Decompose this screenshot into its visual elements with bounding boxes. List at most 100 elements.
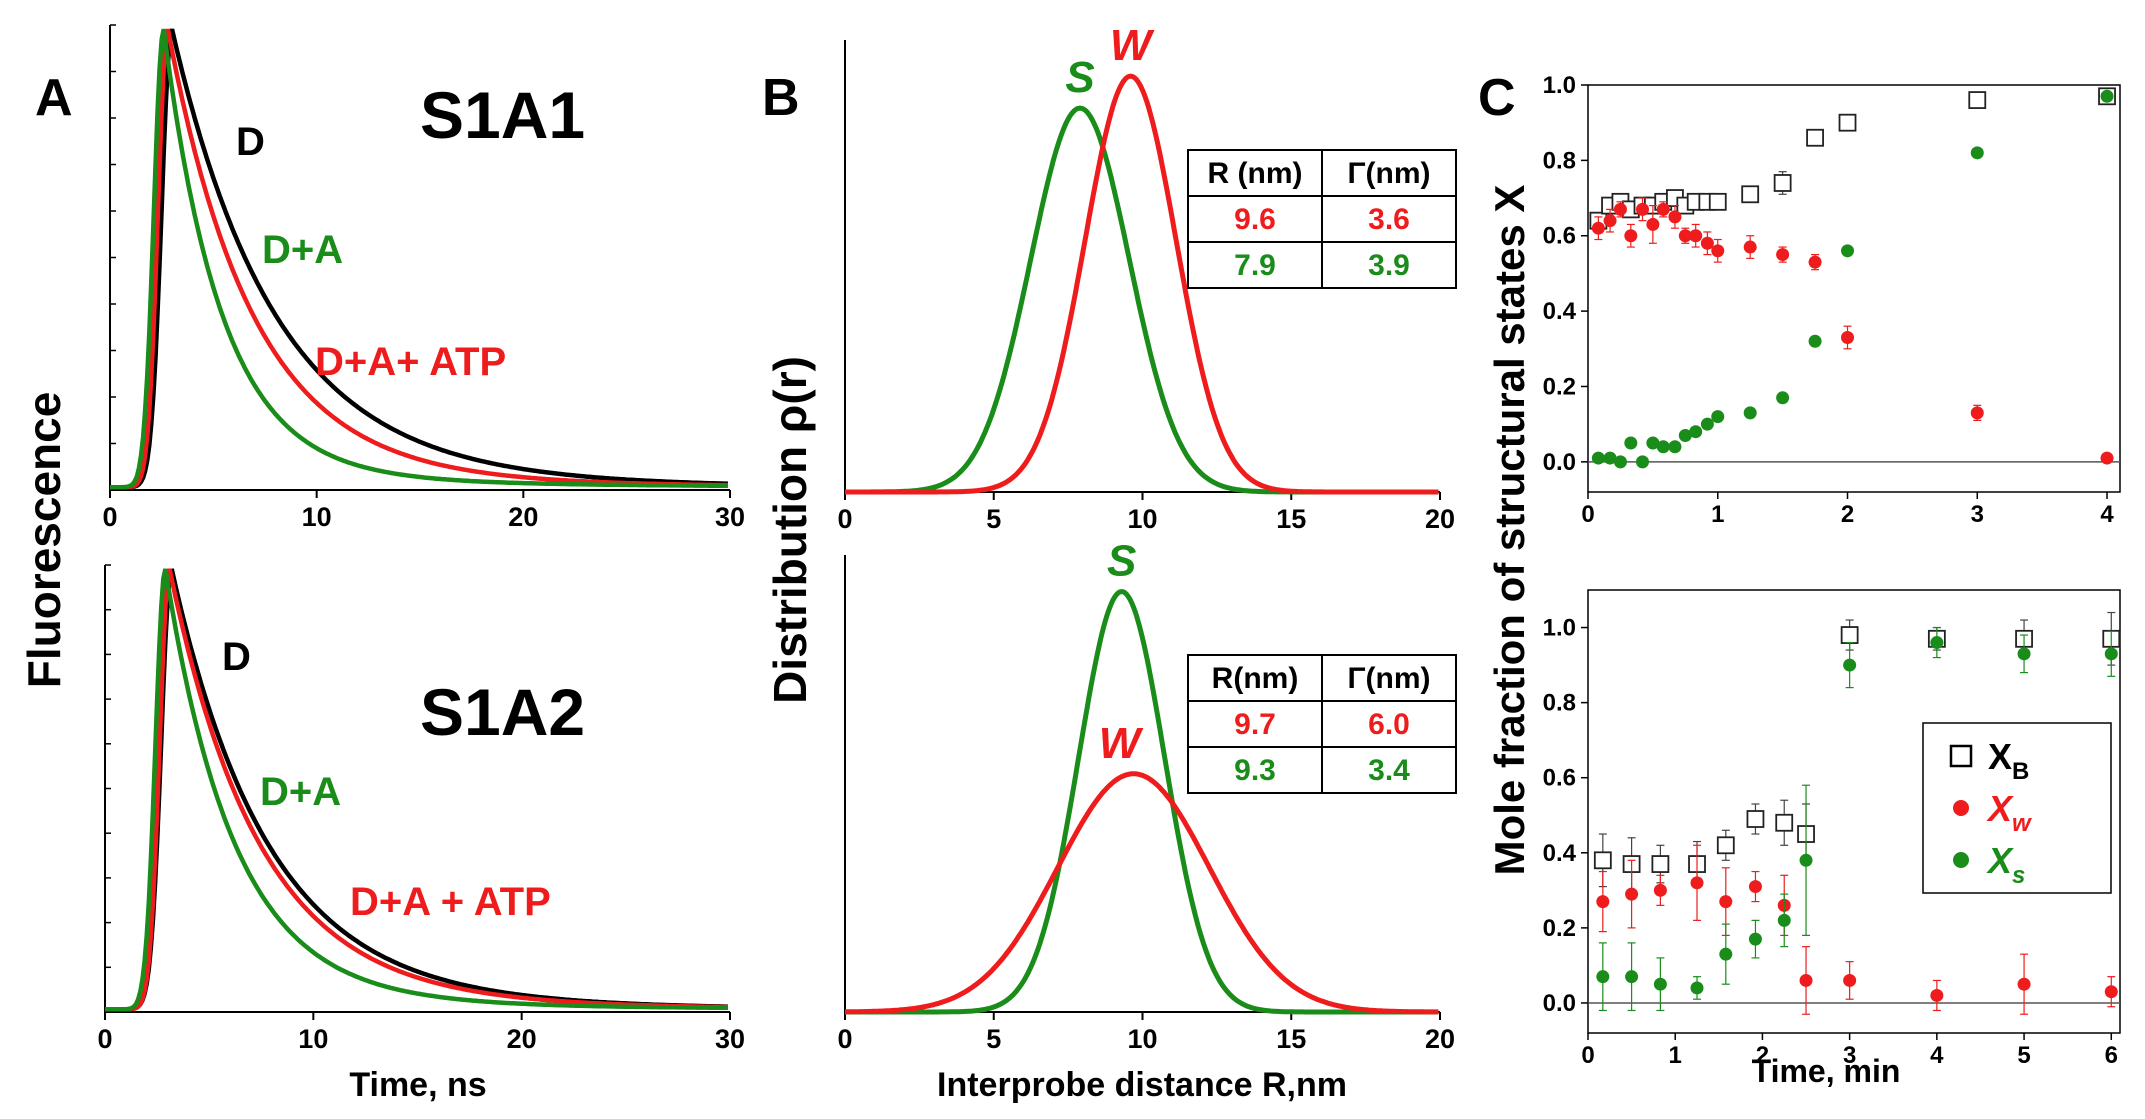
marker-xw [1653, 883, 1667, 897]
decay-curve-daatp [105, 568, 729, 1012]
panel-b-ylabel: Distribution ρ(r) [764, 356, 816, 704]
panel-c-ytick-label: 0.4 [1543, 840, 1577, 867]
marker-xs [1603, 451, 1617, 465]
marker-xw [1668, 210, 1682, 224]
marker-xb [1708, 192, 1727, 211]
decay-curve-da [110, 28, 728, 490]
marker-xw [1613, 202, 1627, 216]
marker-xw [1748, 880, 1762, 894]
marker-xw [1603, 214, 1617, 228]
marker-xb [1593, 851, 1612, 870]
curve-label: D [236, 120, 265, 164]
marker-xw [1743, 240, 1757, 254]
curve-label: D+A [260, 770, 341, 814]
marker-xw [2017, 977, 2031, 991]
panel-a-top-plot: 0 10 20 30 D D+A D+A+ ATP [102, 24, 745, 532]
marker-xs [1678, 428, 1692, 442]
panel-a-xlabel: Time, ns [349, 1066, 486, 1104]
panel-c-ytick-label: 0.6 [1543, 765, 1576, 792]
panel-a-xtick-label: 30 [715, 1024, 745, 1054]
marker-xw [1596, 895, 1610, 909]
marker-xw [1700, 236, 1714, 250]
panel-a-xtick-label: 20 [507, 1024, 537, 1054]
panel-b-xtick-label: 5 [986, 1024, 1001, 1054]
marker-xw [1591, 221, 1605, 235]
table-header-cell: R (nm) [1208, 157, 1303, 190]
legend-label-main: X [1986, 840, 2014, 881]
panel-c-xtick-label: 1 [1669, 1042, 1682, 1069]
panel-c-xtick-label: 4 [2100, 501, 2114, 528]
marker-xw [1799, 973, 1813, 987]
marker-xb [1840, 626, 1859, 644]
panel-c-xtick-label: 5 [2017, 1042, 2030, 1069]
table-cell: 6.0 [1368, 708, 1410, 741]
panel-label-c: C [1478, 69, 1516, 127]
marker-xw [1711, 244, 1725, 258]
panel-b-xtick-label: 15 [1276, 1024, 1306, 1054]
panel-c-frame [1587, 84, 2121, 493]
panel-b-xtick-label: 10 [1127, 1024, 1157, 1054]
panel-c-ytick-label: 0.4 [1543, 298, 1577, 325]
marker-xs [1700, 417, 1714, 431]
panel-a-xtick-label: 10 [298, 1024, 328, 1054]
legend-label-sub: s [2012, 862, 2025, 889]
panel-c-xtick-label: 2 [1756, 1042, 1769, 1069]
panel-a-xtick-label: 0 [97, 1024, 112, 1054]
marker-xs [1970, 146, 1984, 160]
marker-xw [1656, 202, 1670, 216]
panel-b-xtick-label: 20 [1425, 504, 1455, 534]
marker-xs [1743, 406, 1757, 420]
marker-xb [1773, 174, 1792, 192]
marker-xw [1646, 217, 1660, 231]
legend-marker-xb [1949, 744, 1973, 768]
panel-a-xtick-label: 0 [102, 502, 117, 532]
parameter-table: R(nm) Γ(nm) 9.7 6.0 9.3 3.4 [1187, 654, 1457, 794]
marker-xs [1653, 977, 1667, 991]
marker-xs [1777, 913, 1791, 927]
panel-c-xtick-label: 2 [1841, 501, 1854, 528]
parameter-table: R (nm) Γ(nm) 9.6 3.6 7.9 3.9 [1187, 149, 1457, 289]
panel-a-xtick-label: 10 [302, 502, 332, 532]
panel-c-ytick-label: 0.0 [1543, 990, 1576, 1017]
marker-xw [1776, 248, 1790, 262]
decay-curve-da [105, 568, 728, 1012]
marker-xs [1711, 410, 1725, 424]
marker-xw [1624, 229, 1638, 243]
panel-c-ytick-label: 0.2 [1543, 373, 1576, 400]
marker-xs [1596, 970, 1610, 984]
table-cell: 9.6 [1234, 203, 1276, 236]
legend-label-xw: Xw [1986, 788, 2032, 837]
peak-label-w: W [1099, 719, 1144, 768]
panel-a-bottom-annotation: S1A2 [420, 675, 585, 749]
marker-xw [1843, 973, 1857, 987]
marker-xw [1719, 895, 1733, 909]
marker-xs [1719, 947, 1733, 961]
marker-xs [1591, 451, 1605, 465]
panel-label-a: A [35, 69, 73, 127]
legend-label-xs: Xs [1986, 840, 2025, 889]
marker-xs [1748, 932, 1762, 946]
marker-xw [1808, 255, 1822, 269]
decay-curve-d [105, 568, 728, 1012]
panel-a-bottom-plot: 0 10 20 30 D D+A D+A + ATP [97, 564, 745, 1054]
marker-xs [2104, 647, 2118, 661]
panel-c-ytick-label: 0.8 [1543, 690, 1576, 717]
marker-xs [2100, 89, 2114, 103]
panel-b-xtick-label: 15 [1276, 504, 1306, 534]
marker-xb [1716, 836, 1735, 855]
panel-c-xtick-label: 0 [1581, 1042, 1594, 1069]
legend-marker-xs [1953, 852, 1969, 868]
marker-xs [1635, 455, 1649, 469]
legend-marker-xw [1953, 800, 1969, 816]
panel-c-frame [1587, 589, 2121, 1034]
marker-xs [2017, 647, 2031, 661]
curve-label: D+A+ ATP [315, 340, 506, 384]
marker-xb [1968, 91, 1987, 109]
legend-label-sub: w [2012, 810, 2032, 837]
marker-xs [1776, 391, 1790, 405]
marker-xs [1930, 636, 1944, 650]
marker-xs [1613, 455, 1627, 469]
